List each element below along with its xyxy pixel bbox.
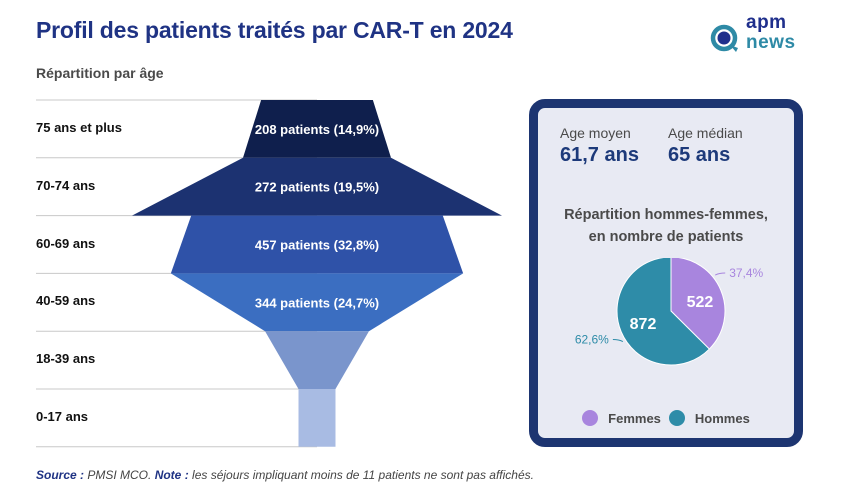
legend-item-femmes: Femmes bbox=[582, 410, 661, 426]
source-text: PMSI MCO. bbox=[84, 468, 155, 482]
funnel-segment-5 bbox=[298, 389, 336, 447]
funnel-segment-label: 272 patients (19,5%) bbox=[255, 180, 379, 195]
pie-percent-label: 62,6% bbox=[575, 333, 609, 347]
funnel-segment-2 bbox=[170, 215, 464, 274]
source-label: Source : bbox=[36, 468, 85, 482]
stat-value: 65 ans bbox=[668, 144, 731, 166]
logo-text-news: news bbox=[746, 32, 796, 53]
footer-source-note: Source : PMSI MCO. Note : les séjours im… bbox=[36, 468, 534, 482]
funnel-segment-label: 344 patients (24,7%) bbox=[255, 295, 379, 310]
pie-value-label: 522 bbox=[687, 294, 714, 311]
funnel-segment-label: 457 patients (32,8%) bbox=[255, 238, 379, 253]
page-title: Profil des patients traités par CAR-T en… bbox=[36, 17, 513, 43]
chart-subtitle: Répartition par âge bbox=[36, 65, 164, 81]
pie-percent-label: 37,4% bbox=[729, 266, 763, 280]
note-label: Note : bbox=[154, 468, 189, 482]
legend-label-hommes: Hommes bbox=[694, 410, 750, 426]
funnel-segment-1 bbox=[132, 157, 502, 216]
stat-age-moyen: Age moyen 61,7 ans bbox=[560, 125, 639, 167]
pie-title-line1: Répartition hommes-femmes, bbox=[564, 207, 768, 223]
pie-title-line2: en nombre de patients bbox=[588, 229, 744, 245]
funnel-segment-label: 208 patients (14,9%) bbox=[255, 122, 379, 137]
pie-leader-line bbox=[612, 339, 624, 342]
funnel-segment-0 bbox=[243, 100, 391, 158]
stat-age-median: Age médian 65 ans bbox=[668, 125, 743, 167]
gender-pie-chart: 522 37,4% 872 62,6% bbox=[575, 258, 764, 366]
pie-title: Répartition hommes-femmes, en nombre de … bbox=[538, 204, 794, 248]
legend-item-hommes: Hommes bbox=[668, 410, 750, 426]
legend-dot-femmes bbox=[582, 410, 599, 426]
funnel-row-label: 0-17 ans bbox=[36, 408, 89, 424]
pie-legend: Femmes Hommes bbox=[538, 410, 794, 426]
magnifier-q-icon bbox=[710, 24, 738, 52]
legend-label-femmes: Femmes bbox=[608, 410, 661, 426]
apm-news-logo: apm news bbox=[706, 12, 806, 58]
funnel-segment-4 bbox=[265, 331, 369, 389]
pie-leader-line bbox=[714, 272, 726, 276]
note-text: les séjours impliquant moins de 11 patie… bbox=[188, 468, 534, 482]
funnel-row-label: 60-69 ans bbox=[36, 235, 96, 251]
funnel-row-label: 75 ans et plus bbox=[36, 119, 122, 135]
funnel-row-label: 70-74 ans bbox=[36, 177, 96, 193]
logo-text-apm: apm bbox=[746, 12, 787, 33]
pie-value-label: 872 bbox=[630, 316, 657, 333]
stats-panel: Age moyen 61,7 ans Age médian 65 ans Rép… bbox=[529, 99, 803, 447]
stat-value: 61,7 ans bbox=[560, 144, 639, 166]
pie-slice-femmes bbox=[670, 258, 726, 350]
stat-label: Age moyen bbox=[560, 125, 631, 141]
legend-dot-hommes bbox=[668, 410, 685, 426]
funnel-row-label: 40-59 ans bbox=[36, 293, 96, 309]
funnel-segment-3 bbox=[170, 273, 464, 332]
funnel-row-label: 18-39 ans bbox=[36, 351, 96, 367]
pie-slice-hommes bbox=[616, 258, 711, 366]
stat-label: Age médian bbox=[668, 125, 743, 141]
age-funnel-chart: 208 patients (14,9%) 272 patients (19,5%)… bbox=[36, 99, 502, 448]
